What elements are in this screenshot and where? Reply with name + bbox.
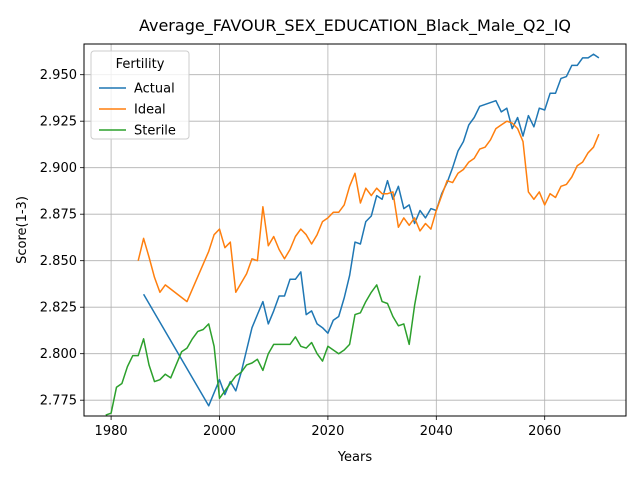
x-tick-label: 1980 xyxy=(95,424,128,439)
y-tick-label: 2.900 xyxy=(40,161,77,176)
y-tick-label: 2.775 xyxy=(40,394,77,409)
legend-label-ideal: Ideal xyxy=(134,103,166,118)
y-tick-label: 2.950 xyxy=(40,68,77,83)
legend-label-actual: Actual xyxy=(134,82,175,97)
x-tick-label: 2020 xyxy=(311,424,344,439)
series-line-actual xyxy=(142,53,600,407)
legend-title: Fertility xyxy=(116,57,165,72)
axis-ticks: 1980 2000 2020 2040 2060 2.775 2.800 2.825 2.850… xyxy=(40,68,561,439)
legend-box xyxy=(90,50,190,140)
y-tick-label: 2.875 xyxy=(40,208,77,223)
x-tick-label: 2060 xyxy=(528,424,561,439)
series-line-sterile xyxy=(105,275,421,416)
y-tick-label: 2.850 xyxy=(40,254,77,269)
series-lines xyxy=(105,53,600,416)
x-tick-label: 2040 xyxy=(420,424,453,439)
x-tick-label: 2000 xyxy=(203,424,236,439)
chart-title: Average_FAVOUR_SEX_EDUCATION_Black_Male_… xyxy=(139,16,571,36)
series-line-ideal xyxy=(137,120,600,303)
y-tick-label: 2.825 xyxy=(40,301,77,316)
legend-entries: Actual Ideal Sterile xyxy=(99,82,176,139)
legend: Fertility Actual Ideal Sterile xyxy=(90,50,190,140)
y-tick-label: 2.800 xyxy=(40,347,77,362)
y-tick-label: 2.925 xyxy=(40,115,77,130)
y-axis-title: Score(1-3) xyxy=(15,196,30,264)
legend-label-sterile: Sterile xyxy=(134,124,176,139)
x-axis-title: Years xyxy=(337,450,373,465)
plot-frame xyxy=(83,43,627,417)
